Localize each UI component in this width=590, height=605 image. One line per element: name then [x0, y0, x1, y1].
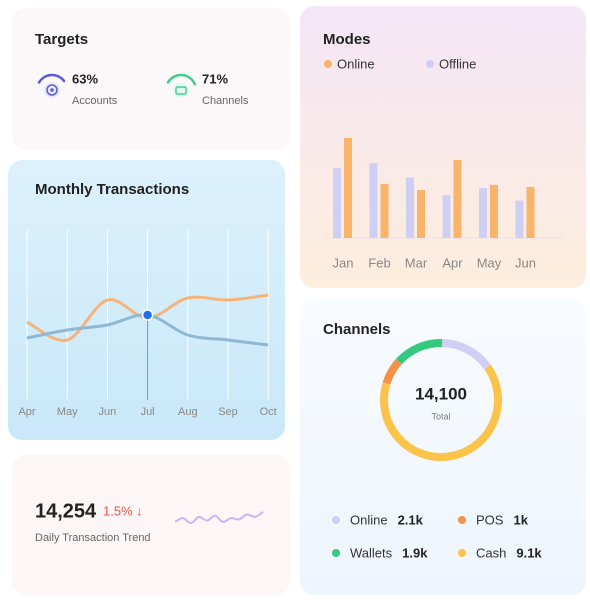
legend-label: Online	[350, 512, 388, 527]
x-tick-label: Apr	[18, 406, 35, 418]
targets-card	[12, 8, 290, 150]
x-tick-label: Sep	[218, 406, 238, 418]
total-value: 14,100	[415, 384, 467, 403]
x-tick-label: Jun	[515, 255, 536, 270]
bar	[490, 184, 498, 238]
bar	[406, 177, 414, 238]
x-tick-label: Mar	[405, 255, 428, 270]
bar	[526, 186, 535, 238]
bar	[515, 200, 524, 238]
target-gauge	[166, 73, 197, 86]
target-value: 63%	[72, 71, 98, 86]
x-tick-label: Jun	[99, 406, 117, 418]
legend-dot	[332, 516, 340, 524]
x-tick-label: Apr	[442, 255, 463, 270]
donut-segment	[396, 339, 443, 365]
donut-segment	[382, 358, 403, 385]
legend-value: 9.1k	[516, 545, 542, 560]
x-tick-label: May	[57, 406, 78, 418]
legend-label: Wallets	[350, 545, 393, 560]
modes-card	[300, 6, 586, 288]
legend-dot	[426, 60, 434, 68]
target-name: Accounts	[72, 95, 118, 107]
bar	[333, 168, 341, 238]
x-tick-label: Jan	[333, 255, 354, 270]
targets-title: Targets	[35, 31, 88, 48]
daily-value: 14,254	[35, 500, 97, 522]
target-name: Channels	[202, 95, 249, 107]
highlight-dot	[141, 309, 154, 321]
legend-label: POS	[476, 512, 504, 527]
legend-label: Online	[337, 56, 375, 71]
modes-title: Modes	[323, 31, 371, 48]
bar	[380, 183, 389, 238]
target-gauge	[37, 73, 66, 84]
x-tick-label: Jul	[141, 406, 155, 418]
legend-value: 2.1k	[398, 512, 424, 527]
channels-icon	[173, 82, 189, 98]
bar	[442, 195, 451, 238]
bar	[479, 188, 487, 238]
monthly-title: Monthly Transactions	[35, 181, 189, 198]
bar	[344, 138, 352, 238]
monthly-card	[8, 160, 285, 440]
total-label: Total	[431, 411, 450, 421]
legend-value: 1.9k	[402, 545, 428, 560]
x-tick-label: Aug	[178, 406, 198, 418]
channels-title: Channels	[323, 321, 391, 338]
x-tick-label: May	[477, 255, 502, 270]
daily-card	[12, 455, 290, 595]
daily-direction: ↓	[136, 503, 143, 518]
x-tick-label: Oct	[260, 406, 277, 418]
legend-label: Cash	[476, 545, 506, 560]
accounts-icon	[44, 82, 60, 98]
legend-dot	[324, 60, 332, 68]
x-tick-label: Feb	[368, 255, 390, 270]
legend-dot	[458, 549, 466, 557]
donut-segment	[441, 339, 491, 370]
sparkline	[174, 511, 264, 525]
legend-dot	[332, 549, 340, 557]
target-value: 71%	[202, 71, 228, 86]
legend-label: Offline	[439, 56, 476, 71]
donut-segment	[380, 364, 502, 461]
daily-change: 1.5%	[103, 503, 133, 518]
legend-value: 1k	[513, 512, 528, 527]
bar	[369, 163, 378, 238]
legend-dot	[458, 516, 466, 524]
bar	[417, 190, 425, 238]
bar	[453, 159, 462, 238]
channels-card	[300, 300, 586, 595]
daily-label: Daily Transaction Trend	[35, 532, 151, 544]
